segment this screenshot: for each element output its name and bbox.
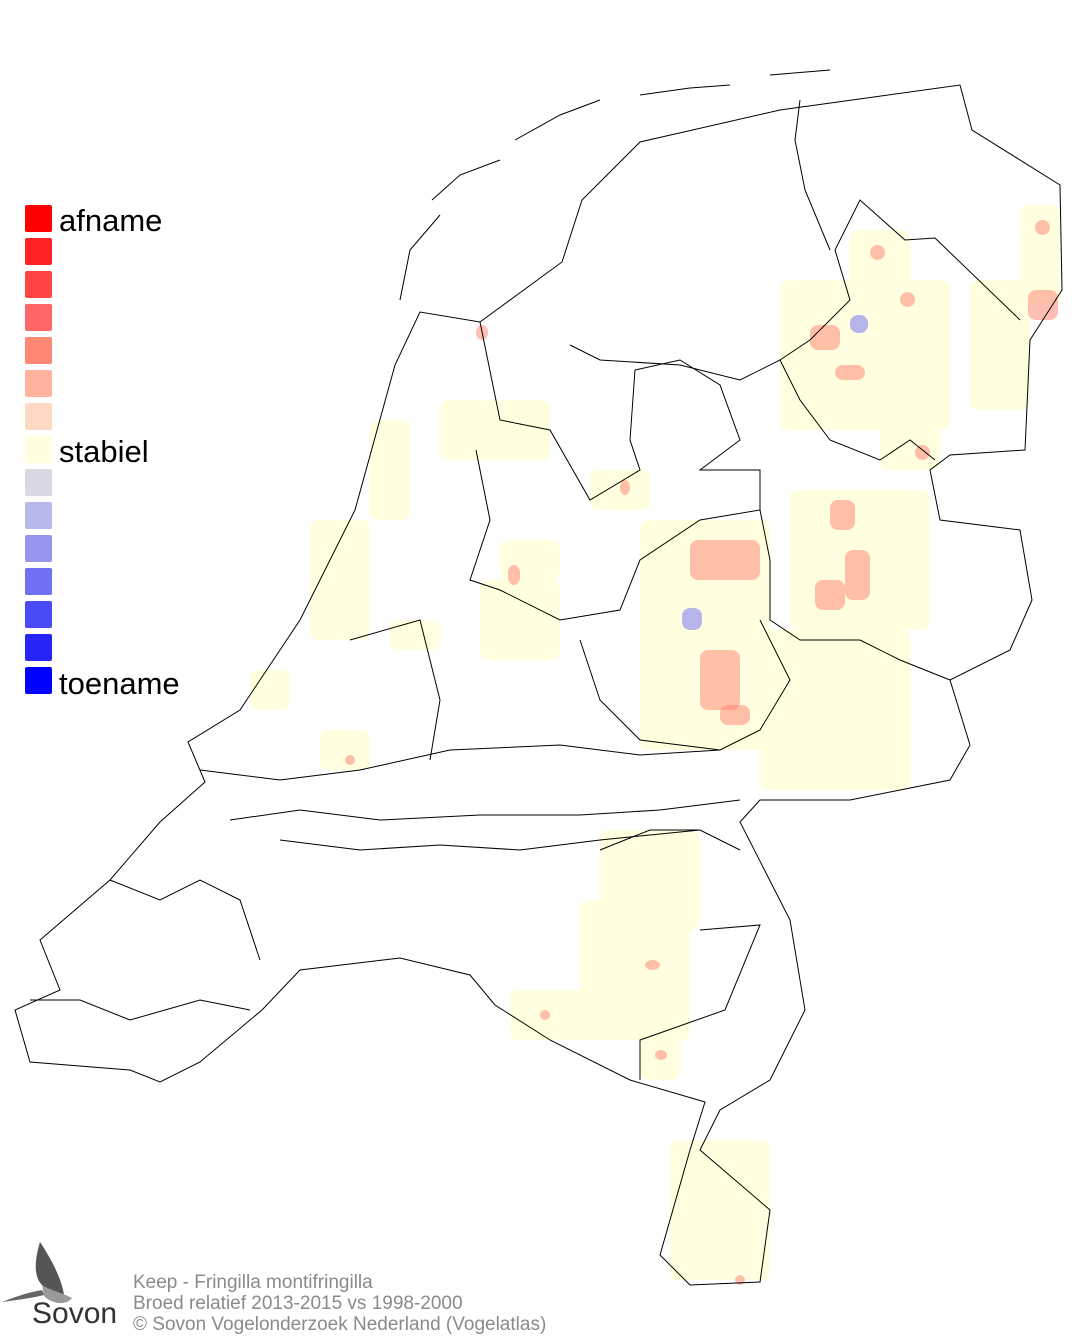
country-border: [14, 84, 1063, 1286]
heatmap-cell: [970, 280, 1030, 410]
heatmap-cell: [682, 608, 702, 630]
legend-swatch: [25, 337, 52, 364]
heatmap-cell: [250, 670, 290, 710]
swallow-icon: [2, 1242, 72, 1304]
heatmap-cell: [320, 730, 370, 770]
legend-swatch: [25, 601, 52, 628]
wadden-island: [399, 214, 441, 301]
legend-swatch: [25, 535, 52, 562]
province-border: [599, 829, 741, 851]
heatmap-layer: [250, 205, 1060, 1285]
heatmap-cell: [870, 245, 885, 260]
comparison-period: Broed relatief 2013-2015 vs 1998-2000: [133, 1293, 463, 1314]
heatmap-cell: [900, 292, 915, 307]
province-border: [779, 359, 936, 461]
legend-label-decrease: afname: [59, 203, 163, 238]
heatmap-cell: [830, 500, 855, 530]
ijsselmeer-shore: [469, 321, 761, 621]
heatmap-cell: [510, 990, 630, 1040]
heatmap-cell: [508, 565, 520, 585]
legend-label-increase: toename: [59, 666, 180, 701]
heatmap-cell: [540, 1010, 550, 1020]
legend-swatch: [25, 304, 52, 331]
species-name: Keep - Fringilla montifringilla: [133, 1272, 373, 1293]
heatmap-cell: [390, 620, 440, 650]
heatmap-cell: [1035, 220, 1050, 235]
heatmap-cell: [620, 480, 630, 495]
legend-swatch: [25, 238, 52, 265]
legend-swatch: [25, 634, 52, 661]
province-border: [569, 199, 1021, 381]
province-border: [639, 924, 761, 1080]
wadden-island: [431, 159, 501, 201]
copyright: © Sovon Vogelonderzoek Nederland (Vogela…: [133, 1314, 547, 1335]
river: [199, 744, 721, 781]
map-outline: [14, 69, 1063, 1286]
heatmap-cell: [1020, 205, 1060, 305]
heatmap-cell: [835, 365, 865, 380]
legend-swatch: [25, 271, 52, 298]
wadden-island: [639, 84, 731, 96]
heatmap-cell: [1028, 290, 1058, 320]
heatmap-cell: [845, 550, 870, 600]
heatmap-cell: [815, 580, 845, 610]
heatmap-cell: [850, 315, 868, 333]
heatmap-cell: [780, 280, 950, 430]
heatmap-cell: [670, 1140, 770, 1280]
legend-swatch: [25, 205, 52, 232]
legend-swatch: [25, 568, 52, 595]
legend-swatch: [25, 370, 52, 397]
legend-swatch: [25, 502, 52, 529]
heatmap-cell: [915, 445, 930, 460]
heatmap-cell: [480, 580, 560, 660]
legend-swatch: [25, 436, 52, 463]
heatmap-cell: [700, 650, 740, 710]
province-border: [30, 999, 251, 1021]
heatmap-cell: [590, 470, 650, 510]
legend-label-stable: stabiel: [59, 434, 149, 469]
province-border: [759, 509, 951, 681]
province-border: [109, 879, 261, 961]
river: [279, 829, 701, 851]
heatmap-cell: [440, 400, 550, 460]
river: [229, 799, 741, 821]
wadden-island: [514, 99, 601, 141]
map-caption: Keep - Fringilla montifringilla Broed re…: [133, 1272, 546, 1335]
heatmap-cell: [370, 420, 410, 520]
heatmap-cell: [690, 540, 760, 580]
sovon-logo-text: Sovon: [32, 1297, 118, 1330]
province-border: [349, 619, 441, 761]
heatmap-cell: [850, 230, 910, 290]
heatmap-cell: [810, 325, 840, 350]
heatmap-cell: [345, 755, 355, 765]
legend-swatch: [25, 403, 52, 430]
heatmap-cell: [760, 630, 910, 790]
province-border: [794, 99, 831, 251]
legend-swatch: [25, 667, 52, 694]
heatmap-cell: [310, 520, 370, 640]
heatmap-cell: [645, 960, 660, 970]
legend-swatch: [25, 469, 52, 496]
heatmap-cell: [720, 705, 750, 725]
heatmap-cell: [880, 420, 940, 470]
wadden-island: [769, 69, 831, 76]
heatmap-cell: [655, 1050, 667, 1060]
